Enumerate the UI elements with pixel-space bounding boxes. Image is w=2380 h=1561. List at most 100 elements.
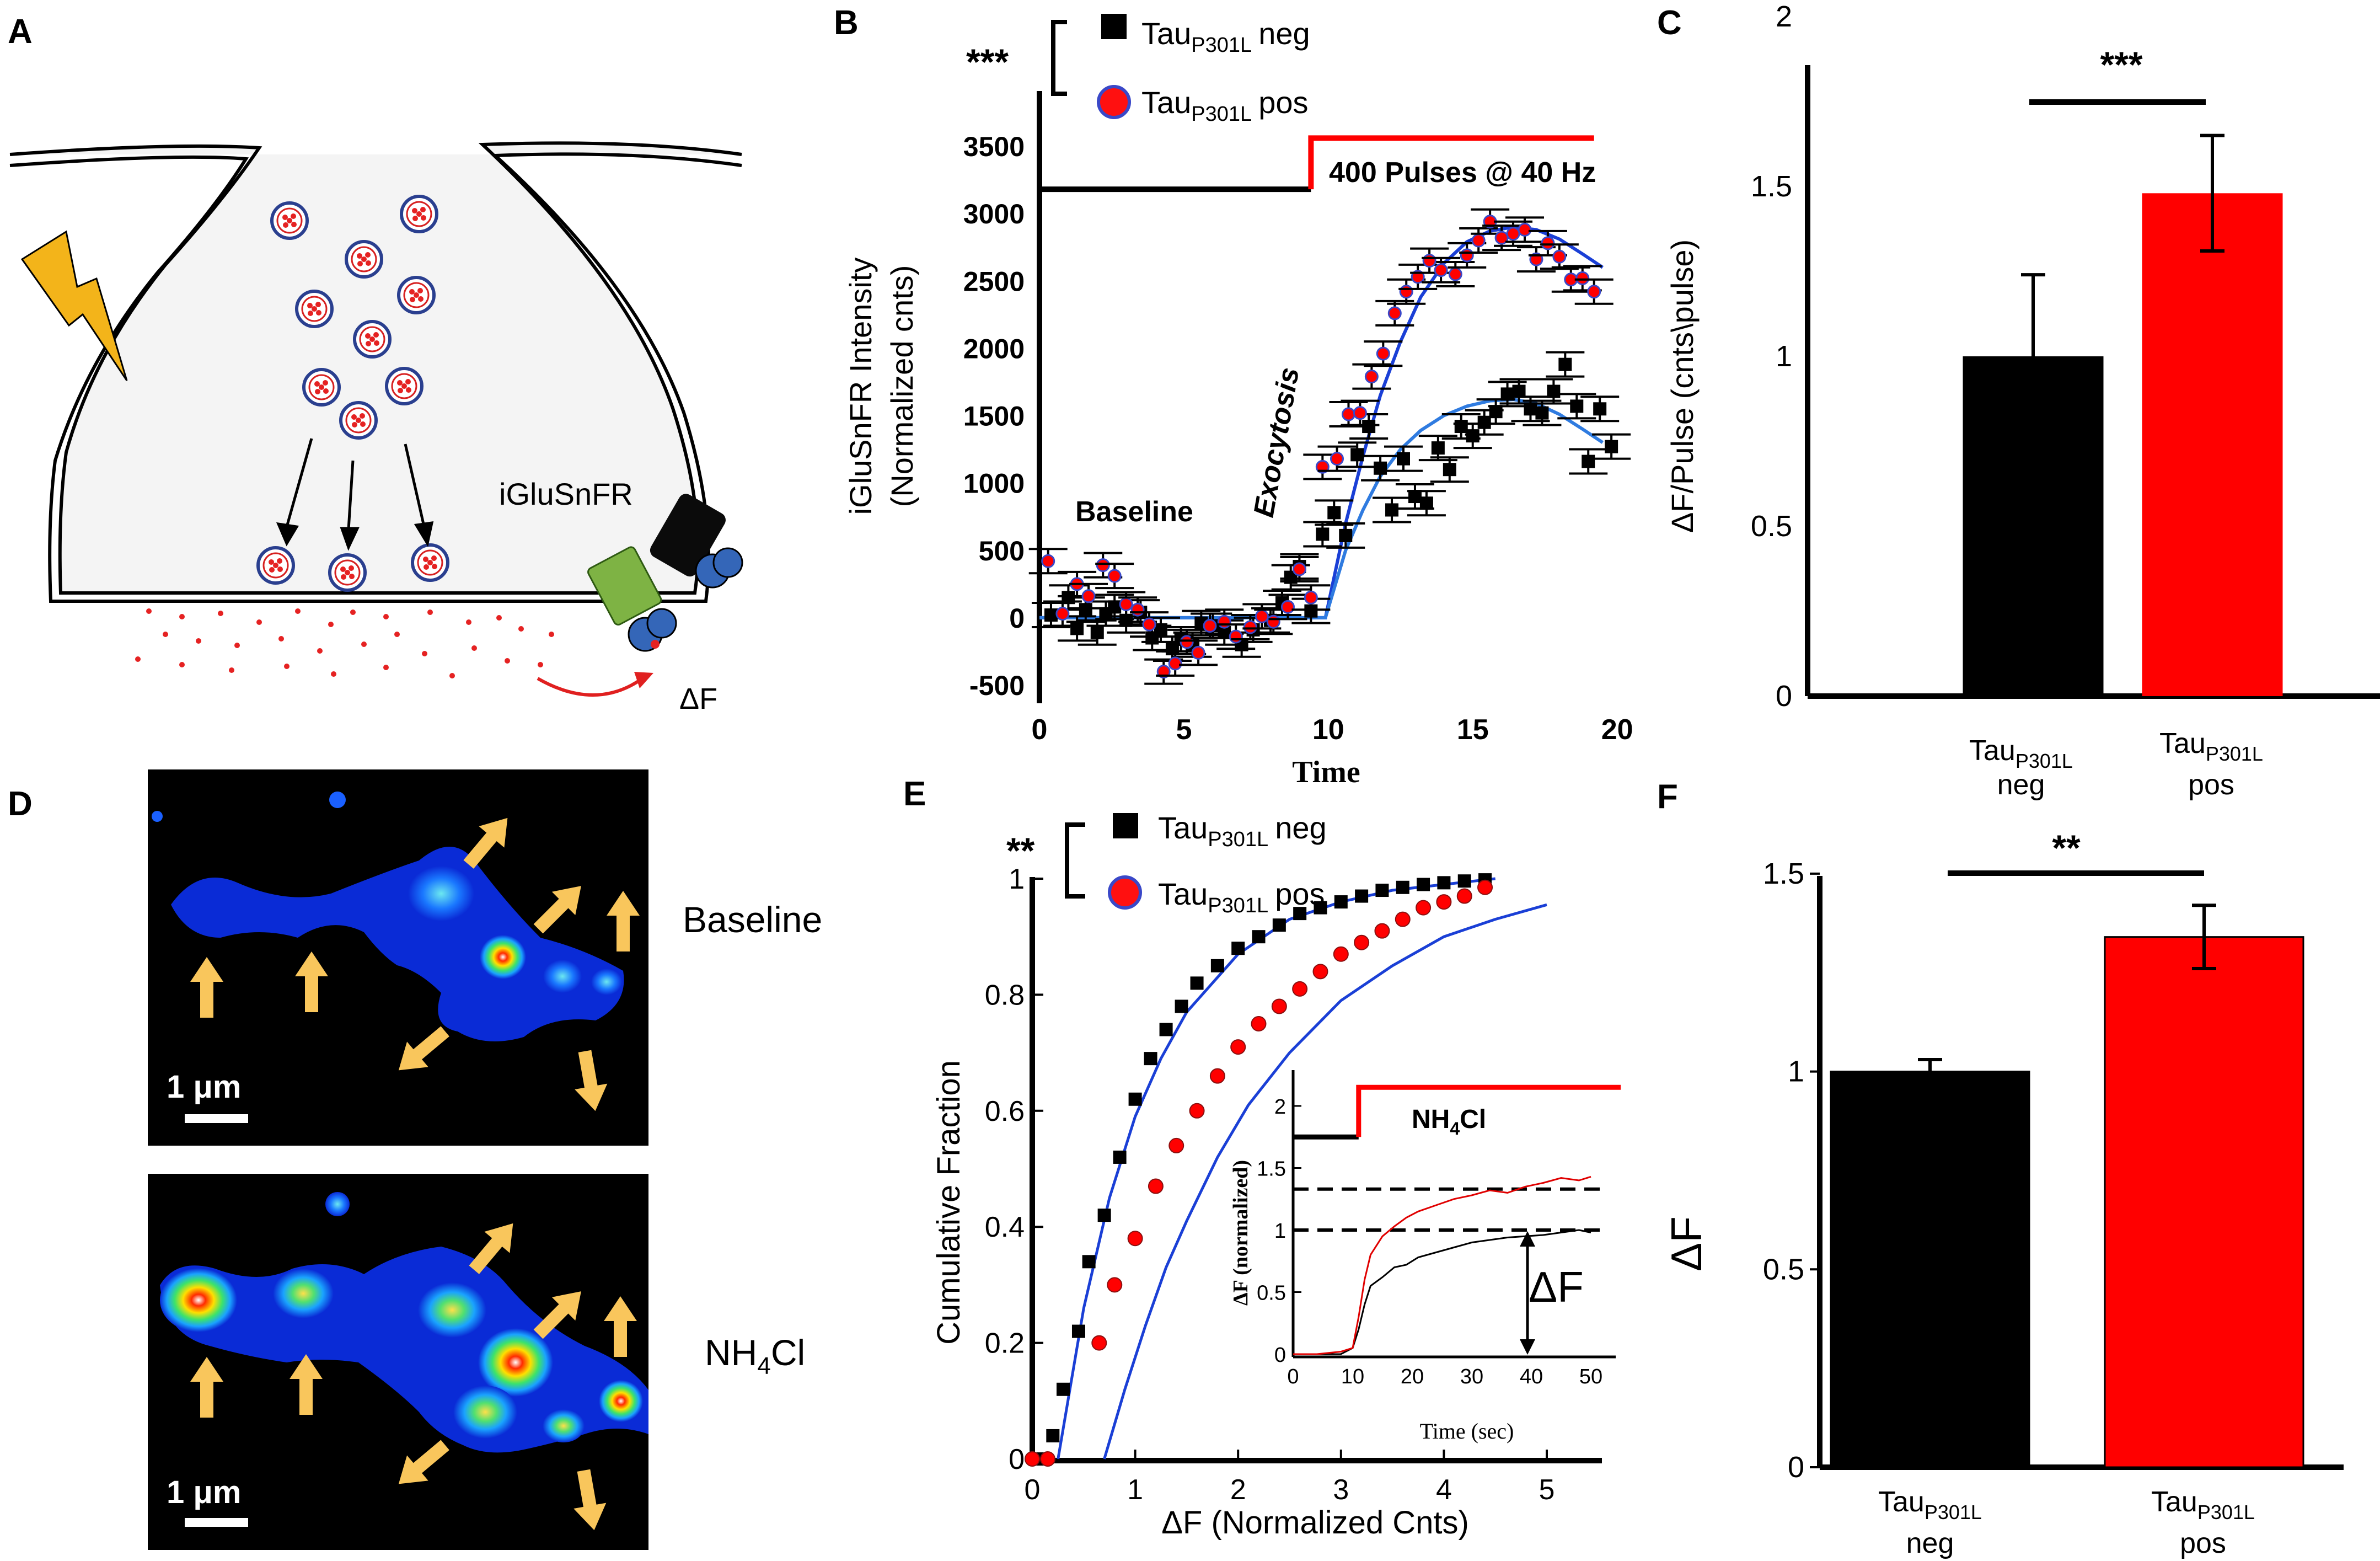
e-point-neg bbox=[1437, 876, 1451, 890]
c-xtick-label-neg: TauP301L bbox=[1969, 735, 2073, 772]
signal-arrow bbox=[537, 677, 644, 697]
vesicle-glutamate bbox=[398, 388, 403, 393]
vesicle-glutamate bbox=[323, 380, 328, 386]
yellow-arrow bbox=[463, 817, 508, 869]
glutamate-dot bbox=[328, 622, 334, 627]
yellow-arrow-shape bbox=[463, 817, 508, 869]
vesicle-glutamate bbox=[374, 340, 379, 346]
vesicle-glutamate bbox=[417, 288, 423, 293]
vesicle-glutamate bbox=[412, 216, 418, 221]
b-ylabel: iGluSnFR Intensity bbox=[843, 258, 878, 515]
glutamate-dots bbox=[135, 608, 554, 678]
vesicle-glutamate bbox=[349, 574, 355, 579]
vesicle-glutamate bbox=[366, 260, 371, 266]
e-point-pos bbox=[1477, 879, 1493, 895]
vesicle-glutamate bbox=[314, 381, 320, 387]
glutamate-dot bbox=[179, 614, 185, 619]
b-ytick-label: 3000 bbox=[963, 199, 1025, 229]
vesicle-glutamate bbox=[357, 253, 362, 259]
e-point-neg bbox=[1082, 1255, 1096, 1269]
f-ytick-label: 0 bbox=[1788, 1451, 1804, 1484]
vesicle-glutamate bbox=[406, 387, 411, 393]
sensor-lobe bbox=[712, 547, 743, 578]
e-point-pos bbox=[1292, 981, 1308, 997]
b-point-pos bbox=[1422, 254, 1436, 268]
vesicle-glutamate bbox=[345, 570, 350, 575]
e-xlabel: ΔF (Normalized Cnts) bbox=[1161, 1505, 1469, 1541]
e-point-pos bbox=[1025, 1451, 1040, 1467]
vesicle-glutamate bbox=[365, 333, 371, 339]
b-point-pos bbox=[1434, 263, 1448, 277]
baseline-puncta bbox=[329, 792, 346, 808]
b-point-neg bbox=[1108, 600, 1122, 614]
b-point-pos bbox=[1330, 452, 1344, 466]
panel-f-letter: F bbox=[1657, 778, 1678, 816]
c-ytick-label: 0.5 bbox=[1751, 510, 1792, 543]
glutamate-dot bbox=[496, 615, 502, 621]
stimulus-label: 400 Pulses @ 40 Hz bbox=[1329, 157, 1596, 189]
e-point-neg bbox=[1334, 895, 1348, 909]
yellow-arrow-shape bbox=[533, 886, 581, 934]
inset-delta-arrowhead-up bbox=[1520, 1231, 1535, 1247]
arrows-nh4cl bbox=[190, 1223, 637, 1531]
e-point-neg bbox=[1046, 1429, 1060, 1442]
e-point-neg bbox=[1272, 918, 1286, 932]
b-point-pos bbox=[1130, 602, 1145, 617]
b-point-neg bbox=[1477, 415, 1491, 429]
b-point-neg bbox=[1374, 461, 1387, 475]
e-point-neg bbox=[1113, 1150, 1127, 1164]
lightning-icon bbox=[20, 230, 128, 381]
vesicle-glutamate bbox=[323, 388, 329, 394]
vesicle-glutamate bbox=[277, 558, 282, 564]
release-arrowhead bbox=[276, 522, 299, 547]
b-point-neg bbox=[1547, 384, 1561, 398]
vesicle-glutamate bbox=[283, 222, 288, 228]
e-point-pos bbox=[1189, 1103, 1205, 1119]
inset-stimulus-label: NH4Cl bbox=[1412, 1105, 1486, 1138]
scalebar-label-bottom: 1 μm bbox=[167, 1474, 241, 1510]
yellow-arrow bbox=[607, 891, 640, 951]
vesicle-glutamate bbox=[405, 379, 411, 384]
e-inset: NH4Cl ΔF (normalized) Time (sec) ΔF 0 0.5… bbox=[1229, 1070, 1621, 1444]
e-point-pos bbox=[1333, 946, 1349, 962]
vesicle-glutamate bbox=[341, 574, 346, 580]
inset-xlabel: Time (sec) bbox=[1420, 1419, 1514, 1444]
glutamate-dot bbox=[278, 636, 284, 641]
e-point-pos bbox=[1312, 964, 1328, 980]
b-point-pos bbox=[1460, 248, 1474, 263]
e-ytick-label: 0.2 bbox=[985, 1328, 1025, 1360]
inset-xtick-label: 30 bbox=[1460, 1365, 1483, 1388]
glutamate-dot bbox=[146, 608, 152, 614]
b-point-pos bbox=[1376, 346, 1390, 361]
panel-f: F ** ΔF TauP301L neg TauP301L pos 0 0.5 1 1… bbox=[1657, 778, 2344, 1559]
b-point-neg bbox=[1090, 626, 1104, 639]
b-point-pos bbox=[1180, 635, 1194, 649]
synaptic-vesicles bbox=[256, 195, 449, 592]
glutamate-dot bbox=[383, 665, 389, 670]
vesicle-glutamate bbox=[397, 380, 403, 386]
panel-e-letter: E bbox=[903, 775, 926, 813]
baseline-bouton bbox=[591, 969, 622, 995]
b-point-pos bbox=[1353, 406, 1367, 420]
panel-a-letter: A bbox=[8, 13, 33, 51]
inset-trace bbox=[1293, 1175, 1591, 1355]
b-point-pos bbox=[1107, 569, 1122, 583]
nh4cl-puncta bbox=[325, 1192, 350, 1216]
b-point-pos bbox=[1304, 590, 1318, 605]
baseline-puncta bbox=[152, 811, 163, 822]
e-point-pos bbox=[1230, 1039, 1246, 1055]
legend-label-pos-e: TauP301L pos bbox=[1158, 876, 1325, 917]
b-point-pos bbox=[1081, 589, 1096, 603]
e-point-pos bbox=[1107, 1277, 1123, 1293]
b-ytick-label: 1500 bbox=[963, 401, 1025, 432]
delta-f-label: ΔF bbox=[679, 682, 717, 715]
panel-c-letter: C bbox=[1657, 4, 1682, 42]
f-ytick-label: 1 bbox=[1788, 1055, 1804, 1088]
inset-delta-arrowhead-down bbox=[1520, 1339, 1535, 1355]
vesicle-glutamate bbox=[319, 384, 324, 390]
nh4cl-bouton bbox=[543, 1409, 585, 1442]
arrows-baseline bbox=[190, 817, 640, 1111]
e-xtick-label: 5 bbox=[1539, 1474, 1555, 1506]
release-arrow bbox=[285, 438, 313, 527]
